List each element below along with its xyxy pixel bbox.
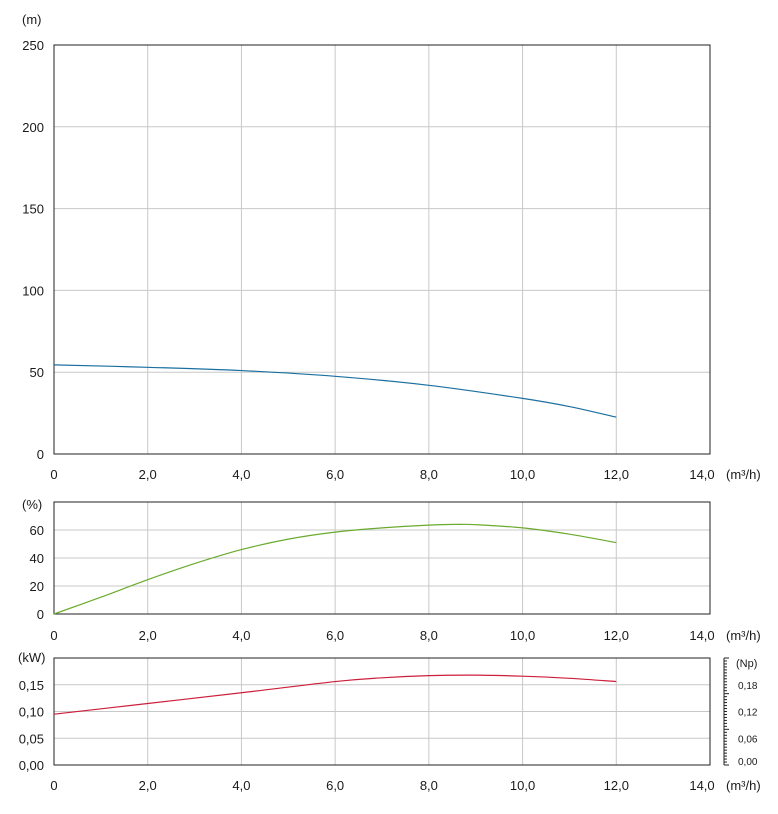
y2-tick-label: 0,12 xyxy=(738,708,758,719)
x-tick-label: 14,0 xyxy=(689,628,714,643)
y-tick-label: 0,10 xyxy=(19,705,44,720)
x-tick-label: 6,0 xyxy=(326,778,344,793)
y2-tick-label: 0,06 xyxy=(738,734,758,745)
x-tick-label: 6,0 xyxy=(326,628,344,643)
x-tick-label: 8,0 xyxy=(420,778,438,793)
x-axis-unit: (m³/h) xyxy=(726,467,761,482)
y-tick-label: 150 xyxy=(22,202,44,217)
x-tick-label: 2,0 xyxy=(139,628,157,643)
plot-frame xyxy=(53,44,711,455)
y-tick-label: 250 xyxy=(22,38,44,53)
x-tick-label: 4,0 xyxy=(232,778,250,793)
y-axis-unit: (%) xyxy=(22,497,42,512)
x-tick-label: 2,0 xyxy=(139,467,157,482)
x-tick-label: 14,0 xyxy=(689,467,714,482)
x-tick-label: 12,0 xyxy=(604,778,629,793)
plot-frame xyxy=(53,501,711,615)
x-tick-label: 4,0 xyxy=(232,467,250,482)
y-tick-label: 20 xyxy=(30,579,44,594)
head-series-line xyxy=(53,364,617,418)
x-tick-label: 2,0 xyxy=(139,778,157,793)
x-tick-label: 8,0 xyxy=(420,628,438,643)
head-panel: 0 50 100 150 200 250 (m) 0 2,0 4,0 6,0 8,0 10,0 12,0 1… xyxy=(22,12,761,482)
x-tick-label: 4,0 xyxy=(232,628,250,643)
x-tick-label: 0 xyxy=(50,778,57,793)
y-tick-label: 0,05 xyxy=(19,731,44,746)
y-axis-unit: (m) xyxy=(22,12,42,27)
y-tick-label: 50 xyxy=(30,365,44,380)
x-tick-label: 12,0 xyxy=(604,467,629,482)
y-tick-label: 60 xyxy=(30,523,44,538)
y-tick-label: 0,15 xyxy=(19,678,44,693)
x-tick-label: 8,0 xyxy=(420,467,438,482)
x-tick-label: 10,0 xyxy=(510,467,535,482)
x-axis-unit: (m³/h) xyxy=(726,628,761,643)
y-tick-label: 0 xyxy=(37,607,44,622)
x-tick-label: 12,0 xyxy=(604,628,629,643)
x-tick-label: 10,0 xyxy=(510,778,535,793)
y-tick-label: 0,00 xyxy=(19,758,44,773)
y-tick-label: 100 xyxy=(22,283,44,298)
y2-axis-unit: (Np) xyxy=(736,658,757,670)
x-axis-unit: (m³/h) xyxy=(726,778,761,793)
power-series-line xyxy=(53,674,617,715)
power-panel: 0,00 0,05 0,10 0,15 (kW) 0 2,0 4,0 6,0 8,0 10,0 12,… xyxy=(18,650,761,793)
plot-frame xyxy=(53,657,711,766)
x-tick-label: 14,0 xyxy=(689,778,714,793)
y-tick-label: 200 xyxy=(22,120,44,135)
y-tick-label: 0 xyxy=(37,447,44,462)
x-tick-label: 6,0 xyxy=(326,467,344,482)
x-tick-label: 10,0 xyxy=(510,628,535,643)
x-tick-label: 0 xyxy=(50,628,57,643)
y-tick-label: 40 xyxy=(30,551,44,566)
y-axis-unit: (kW) xyxy=(18,650,45,665)
x-tick-label: 0 xyxy=(50,467,57,482)
efficiency-series-line xyxy=(53,523,617,615)
y2-tick-label: 0,00 xyxy=(738,757,758,768)
efficiency-panel: 0 20 40 60 (%) 0 2,0 4,0 6,0 8,0 10,0 12,0 14,0 (m³/h… xyxy=(22,497,761,643)
y2-tick-label: 0,18 xyxy=(738,681,758,692)
